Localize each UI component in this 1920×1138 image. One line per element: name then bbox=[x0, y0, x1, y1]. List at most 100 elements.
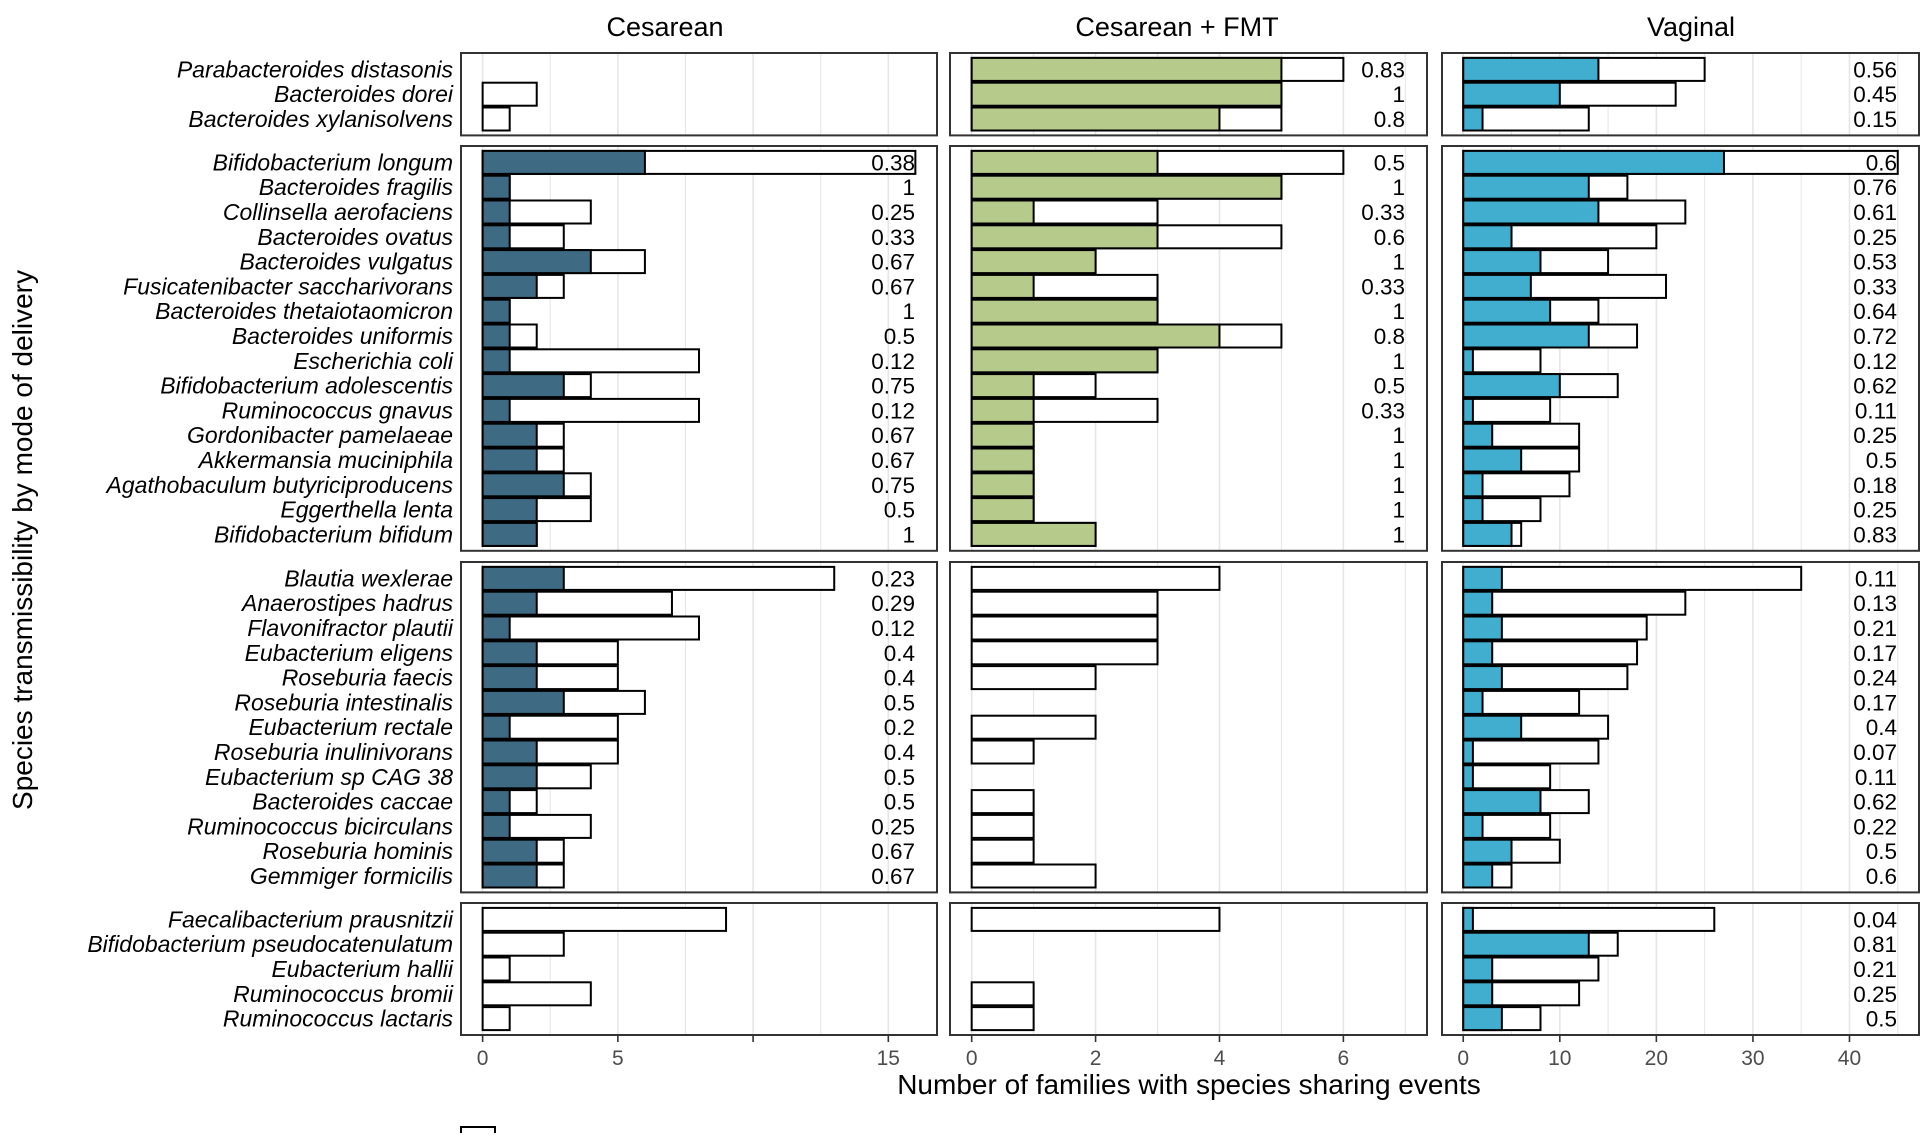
bar-shared bbox=[481, 714, 511, 740]
bar-shared bbox=[1462, 739, 1474, 765]
bar-shared bbox=[1462, 981, 1494, 1007]
bar-total bbox=[970, 906, 1221, 932]
ratio-label: 1 bbox=[1392, 175, 1405, 200]
ratio-label: 1 bbox=[1392, 522, 1405, 547]
bar-shared bbox=[1462, 149, 1725, 175]
y-tick-label: Ruminococcus lactaris bbox=[223, 1006, 454, 1032]
y-tick-label: Fusicatenibacter saccharivorans bbox=[123, 273, 453, 299]
bar-total bbox=[970, 789, 1035, 815]
bar-shared bbox=[1462, 863, 1494, 889]
bar-total bbox=[970, 640, 1159, 666]
ratio-label: 0.62 bbox=[1853, 790, 1897, 815]
ratio-label: 0.83 bbox=[1853, 522, 1897, 547]
ratio-label: 1 bbox=[1392, 448, 1405, 473]
bar-total bbox=[1462, 565, 1803, 591]
bar-shared bbox=[481, 348, 511, 374]
bar-shared bbox=[1462, 447, 1523, 473]
bar-shared bbox=[1462, 298, 1552, 324]
bar-total bbox=[970, 739, 1035, 765]
y-tick-label: Eubacterium hallii bbox=[271, 956, 453, 982]
bar-shared bbox=[970, 199, 1035, 225]
y-tick-label: Bifidobacterium pseudocatenulatum bbox=[87, 931, 453, 957]
ratio-label: 0.25 bbox=[1853, 498, 1897, 523]
bar-total bbox=[970, 863, 1097, 889]
bar-shared bbox=[481, 472, 565, 498]
bar-shared bbox=[481, 838, 538, 864]
x-tick-label: 6 bbox=[1338, 1047, 1350, 1070]
x-tick-label: 20 bbox=[1645, 1047, 1668, 1070]
y-tick-label: Eggerthella lenta bbox=[280, 497, 453, 523]
bar-shared bbox=[1462, 56, 1600, 82]
ratio-label: 0.33 bbox=[1361, 398, 1405, 423]
bar-shared bbox=[481, 397, 511, 423]
bar-shared bbox=[1462, 931, 1590, 957]
bar-shared bbox=[481, 689, 565, 715]
ratio-label: 0.67 bbox=[871, 423, 915, 448]
ratio-label: 0.6 bbox=[1866, 864, 1897, 889]
ratio-label: 0.4 bbox=[884, 740, 915, 765]
bar-shared bbox=[970, 422, 1035, 448]
bar-shared bbox=[970, 174, 1283, 200]
bar-shared bbox=[481, 565, 565, 591]
y-tick-label: Roseburia hominis bbox=[263, 838, 454, 864]
y-tick-label: Ruminococcus bicirculans bbox=[187, 813, 453, 839]
bar-shared bbox=[970, 249, 1097, 275]
ratio-label: 0.4 bbox=[884, 666, 915, 691]
panel-frame-vaginal-2 bbox=[1441, 561, 1920, 894]
bar-shared bbox=[1462, 838, 1513, 864]
bar-shared bbox=[481, 447, 538, 473]
ratio-label: 0.4 bbox=[884, 641, 915, 666]
bar-shared bbox=[481, 323, 511, 349]
bar-shared bbox=[970, 373, 1035, 399]
bar-total bbox=[970, 615, 1159, 641]
bar-shared bbox=[970, 56, 1283, 82]
x-tick-label: 5 bbox=[612, 1047, 624, 1070]
panel-frame-cesarean-0 bbox=[460, 52, 938, 137]
bar-shared bbox=[481, 273, 538, 299]
panel-frame-vaginal-3 bbox=[1441, 902, 1920, 1036]
ratio-label: 1 bbox=[902, 175, 915, 200]
ratio-label: 0.21 bbox=[1853, 957, 1897, 982]
bar-total bbox=[970, 981, 1035, 1007]
y-tick-label: Bifidobacterium bifidum bbox=[214, 521, 453, 547]
y-tick-label: Flavonifractor plautii bbox=[247, 615, 454, 641]
y-tick-label: Gemmiger formicilis bbox=[250, 863, 454, 889]
ratio-label: 0.33 bbox=[871, 225, 915, 250]
bar-shared bbox=[1462, 497, 1484, 523]
y-tick-label: Bacteroides vulgatus bbox=[239, 249, 453, 275]
bar-total bbox=[1462, 397, 1552, 423]
ratio-label: 0.12 bbox=[871, 349, 915, 374]
ratio-label: 0.5 bbox=[1374, 374, 1405, 399]
bar-shared bbox=[1462, 397, 1474, 423]
bar-shared bbox=[1462, 1006, 1503, 1032]
x-tick-label: 2 bbox=[1090, 1047, 1102, 1070]
bar-shared bbox=[970, 106, 1221, 132]
bar-total bbox=[481, 397, 700, 423]
x-tick-label: 0 bbox=[966, 1047, 978, 1070]
bar-total bbox=[970, 665, 1097, 691]
ratio-label: 0.45 bbox=[1853, 82, 1897, 107]
bar-total bbox=[481, 906, 728, 932]
ratio-label: 1 bbox=[1392, 423, 1405, 448]
y-tick-label: Bacteroides thetaiotaomicron bbox=[155, 298, 453, 324]
bar-shared bbox=[1462, 956, 1494, 982]
ratio-label: 0.12 bbox=[871, 398, 915, 423]
ratio-label: 1 bbox=[1392, 349, 1405, 374]
y-tick-label: Collinsella aerofaciens bbox=[223, 199, 454, 225]
ratio-label: 1 bbox=[1392, 498, 1405, 523]
ratio-label: 0.04 bbox=[1853, 907, 1897, 932]
ratio-label: 0.8 bbox=[1374, 107, 1405, 132]
ratio-label: 0.2 bbox=[884, 715, 915, 740]
bar-shared bbox=[481, 249, 592, 275]
bar-shared bbox=[970, 298, 1159, 324]
bar-total bbox=[1462, 348, 1542, 374]
ratio-label: 0.25 bbox=[1853, 982, 1897, 1007]
bar-total bbox=[970, 1006, 1035, 1032]
ratio-label: 0.5 bbox=[884, 324, 915, 349]
y-tick-label: Agathobaculum butyriciproducens bbox=[105, 472, 454, 498]
bar-shared bbox=[1462, 249, 1542, 275]
ratio-label: 0.83 bbox=[1361, 57, 1405, 82]
y-tick-label: Bacteroides dorei bbox=[274, 81, 454, 107]
bar-shared bbox=[481, 863, 538, 889]
y-tick-label: Bacteroides caccae bbox=[252, 789, 453, 815]
